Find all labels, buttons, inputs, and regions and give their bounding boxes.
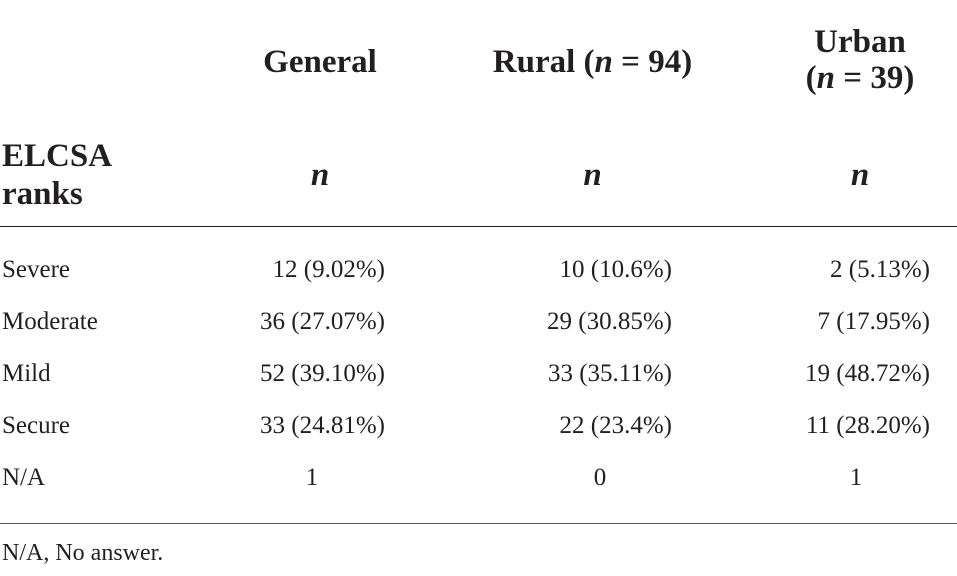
row-label: Severe xyxy=(2,256,71,283)
column-header-general: General xyxy=(220,44,420,80)
cell-general: 36 (27.07%) xyxy=(260,308,385,335)
header-row-groups: General Rural (n = 94) Urban (n = 39) xyxy=(0,0,957,125)
row-label: Mild xyxy=(2,360,51,387)
cell-rural: 33 (35.11%) xyxy=(547,360,672,387)
table-footnote: N/A, No answer. xyxy=(2,540,164,566)
table-row: Severe 12 (9.02%) 10 (10.6%) 2 (5.13%) xyxy=(0,244,957,296)
table-bottom-rule xyxy=(0,523,957,524)
column-header-rural: Rural (n = 94) xyxy=(470,44,715,80)
table-row: N/A 1 0 1 xyxy=(0,452,957,504)
cell-rural: 29 (30.85%) xyxy=(547,308,672,335)
header-row-units: ELCSA ranks n n n xyxy=(0,125,957,225)
column-header-urban: Urban (n = 39) xyxy=(780,24,940,96)
cell-general: 33 (24.81%) xyxy=(260,412,385,439)
cell-urban: 11 (28.20%) xyxy=(805,412,930,439)
urban-suffix: = 39) xyxy=(835,60,915,96)
cell-urban: 1 xyxy=(849,464,863,491)
cell-urban: 19 (48.72%) xyxy=(805,360,930,387)
table-row: Secure 33 (24.81%) 22 (23.4%) 11 (28.20%… xyxy=(0,400,957,452)
table-body: Severe 12 (9.02%) 10 (10.6%) 2 (5.13%) M… xyxy=(0,244,957,504)
cell-urban: 2 (5.13%) xyxy=(830,256,930,283)
row-label: Moderate xyxy=(2,308,98,335)
cell-general: 1 xyxy=(305,464,319,491)
cell-urban: 7 (17.95%) xyxy=(817,308,930,335)
cell-rural: 0 xyxy=(593,464,607,491)
rural-n-symbol: n xyxy=(594,44,613,80)
rural-suffix: = 94) xyxy=(612,44,693,80)
header-divider xyxy=(0,226,957,227)
unit-header-rural: n xyxy=(583,157,602,193)
urban-prefix: ( xyxy=(805,60,817,96)
unit-header-urban: n xyxy=(850,157,870,193)
urban-line2: (n = 39) xyxy=(780,60,940,96)
row-label: N/A xyxy=(2,464,46,491)
row-label: Secure xyxy=(2,412,71,439)
row-header-elcsa-ranks: ELCSA ranks xyxy=(2,137,112,213)
elcsa-line1: ELCSA xyxy=(2,138,113,174)
table-row: Mild 52 (39.10%) 33 (35.11%) 19 (48.72%) xyxy=(0,348,957,400)
elcsa-line2: ranks xyxy=(2,176,83,212)
cell-rural: 22 (23.4%) xyxy=(559,412,672,439)
column-header-general-label: General xyxy=(263,44,377,80)
urban-line1: Urban xyxy=(814,24,906,60)
unit-header-general: n xyxy=(310,157,330,193)
rural-prefix: Rural ( xyxy=(492,44,595,80)
table-row: Moderate 36 (27.07%) 29 (30.85%) 7 (17.9… xyxy=(0,296,957,348)
cell-general: 52 (39.10%) xyxy=(260,360,385,387)
cell-rural: 10 (10.6%) xyxy=(559,256,672,283)
urban-n-symbol: n xyxy=(816,60,836,96)
cell-general: 12 (9.02%) xyxy=(272,256,385,283)
